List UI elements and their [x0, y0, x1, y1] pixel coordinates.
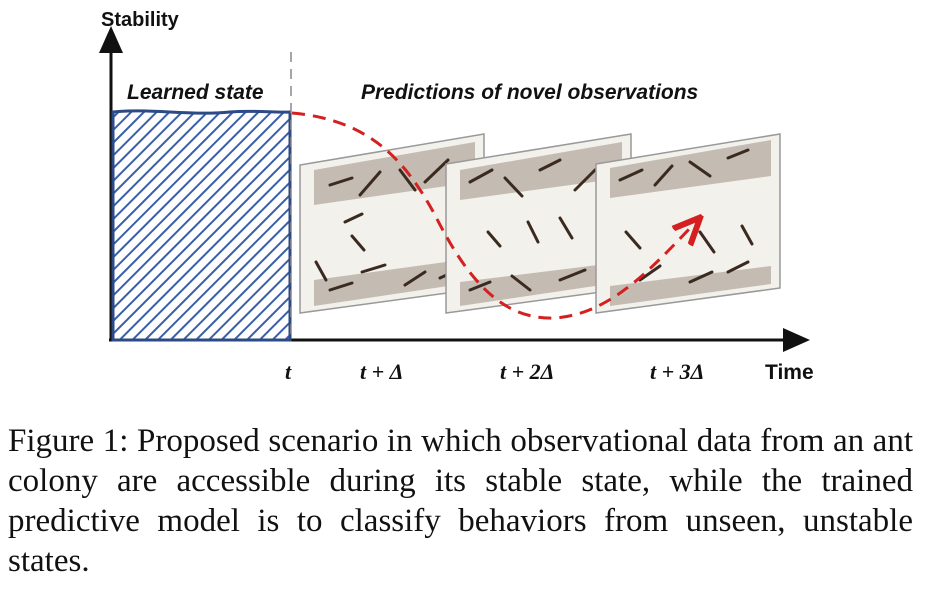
observation-panel-3: [595, 133, 781, 314]
time-tick-t-plus-3delta: t + 3Δ: [650, 359, 704, 384]
time-tick-t-plus-delta: t + Δ: [360, 359, 403, 384]
time-tick-t-plus-2delta: t + 2Δ: [500, 359, 554, 384]
predictions-label: Predictions of novel observations: [361, 81, 698, 104]
figure-caption: Figure 1: Proposed scenario in which obs…: [8, 423, 913, 579]
observation-panel-1: [299, 133, 485, 314]
y-axis-label: Stability: [101, 9, 180, 31]
prediction-curve: [291, 111, 694, 320]
x-axis-label: Time: [765, 361, 814, 384]
stability-diagram: Stability Learned state Predictions of n…: [99, 9, 814, 384]
observation-panel-2: [445, 133, 632, 314]
time-tick-t: t: [285, 359, 292, 384]
learned-state-label: Learned state: [127, 81, 264, 104]
ant-figures: [468, 158, 614, 292]
learned-state-region: [111, 109, 292, 342]
